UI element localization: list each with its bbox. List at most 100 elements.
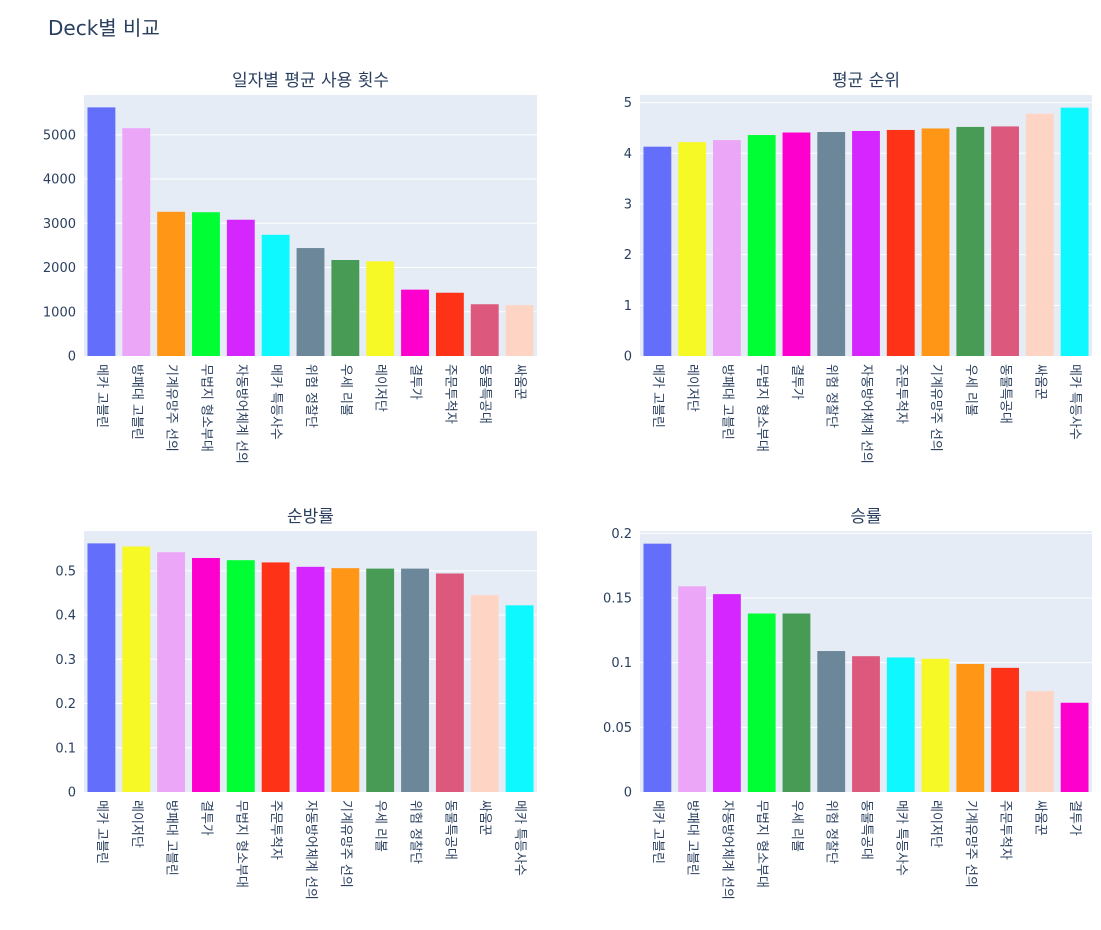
- bar-위험-정찰단: [817, 651, 846, 792]
- x-tick-label: 자동방어체계 선의: [233, 364, 248, 464]
- y-tick-label: 4: [624, 147, 632, 162]
- y-tick-label: 5000: [43, 128, 76, 143]
- x-tick-label: 싸움꾼: [512, 364, 527, 400]
- bar-메카-고블린: [87, 543, 116, 792]
- y-tick-label: 0.3: [55, 653, 76, 668]
- x-tick-label: 무법지 형소부대: [754, 364, 769, 452]
- x-tick-label: 싸움꾼: [1032, 800, 1047, 836]
- y-tick-label: 0.15: [603, 591, 632, 606]
- bar-메카-고블린: [87, 107, 116, 356]
- y-tick-label: 0: [68, 786, 76, 801]
- bar-방패대-고블린: [122, 128, 151, 356]
- bar-우세-리볼: [782, 613, 811, 792]
- x-tick-label: 기계유망주 선의: [963, 800, 978, 888]
- bar-레이저단: [366, 261, 395, 356]
- subplot-title: 순방률: [287, 507, 334, 527]
- x-tick-label: 동물특공대: [859, 800, 874, 860]
- bar-메카-특등사수: [886, 657, 915, 792]
- y-tick-label: 0.2: [55, 697, 76, 712]
- y-tick-label: 2000: [43, 261, 76, 276]
- x-tick-label: 레이저단: [685, 364, 700, 412]
- subplot-title: 평균 순위: [832, 71, 900, 91]
- bar-메카-특등사수: [1060, 107, 1089, 356]
- bar-우세-리볼: [366, 568, 395, 792]
- bar-레이저단: [921, 658, 950, 792]
- x-tick-label: 방패대 고블린: [129, 364, 144, 440]
- x-tick-label: 주문투척자: [998, 800, 1013, 860]
- y-tick-label: 0.1: [611, 656, 632, 671]
- x-tick-label: 방패대 고블린: [719, 364, 734, 440]
- x-tick-label: 위험 정찰단: [824, 800, 839, 864]
- y-tick-label: 4000: [43, 173, 76, 188]
- bar-자동방어체계-선의: [852, 130, 880, 356]
- x-tick-label: 위험 정찰단: [824, 364, 839, 428]
- x-tick-label: 메카 특등사수: [512, 800, 527, 876]
- bar-싸움꾼: [470, 595, 499, 792]
- y-tick-label: 0.1: [55, 741, 76, 756]
- x-tick-label: 결투가: [408, 364, 423, 400]
- y-tick-label: 2: [624, 248, 632, 263]
- bar-기계유망주-선의: [331, 568, 360, 792]
- y-tick-label: 0: [624, 786, 632, 801]
- x-tick-label: 기계유망주 선의: [928, 364, 943, 452]
- bar-무법지-형소부대: [747, 135, 776, 356]
- bar-위험-정찰단: [817, 131, 846, 356]
- bar-주문투척자: [261, 562, 290, 792]
- x-tick-label: 메카 고블린: [94, 800, 109, 864]
- bar-무법지-형소부대: [226, 560, 255, 792]
- x-tick-label: 우세 리볼: [338, 364, 353, 416]
- x-tick-label: 메카 고블린: [650, 364, 665, 428]
- bar-싸움꾼: [1025, 691, 1054, 792]
- bar-동물특공대: [470, 304, 499, 356]
- bar-자동방어체계-선의: [296, 566, 325, 792]
- bar-위험-정찰단: [401, 568, 429, 792]
- bar-방패대-고블린: [157, 552, 186, 792]
- bar-기계유망주-선의: [157, 211, 186, 356]
- bar-싸움꾼: [505, 305, 534, 356]
- x-tick-label: 위험 정찰단: [303, 364, 318, 428]
- x-tick-label: 우세 리볼: [789, 800, 804, 852]
- y-tick-label: 0.2: [611, 527, 632, 542]
- subplot-4: 0 0.05 0.1 0.15 0.2 메카 고블린 방패대 고블린 자동방어체계 선의 무법지…: [603, 507, 1092, 900]
- x-tick-label: 기계유망주 선의: [164, 364, 179, 452]
- bar-레이저단: [678, 142, 707, 356]
- bar-메카-특등사수: [261, 234, 290, 356]
- x-tick-label: 메카 특등사수: [1067, 364, 1082, 440]
- bar-자동방어체계-선의: [226, 219, 255, 356]
- x-tick-label: 결투가: [789, 364, 804, 400]
- subplot-2: 0 1 2 3 4 5 메카 고블린 레이저단 방패대 고블린 무법지 형소부대 결투가 위험 정찰단…: [624, 71, 1092, 464]
- x-tick-label: 무법지 형소부대: [198, 364, 213, 452]
- x-tick-label: 방패대 고블린: [164, 800, 179, 876]
- x-tick-label: 자동방어체계 선의: [719, 800, 734, 900]
- x-tick-label: 동물특공대: [477, 364, 492, 424]
- bar-우세-리볼: [956, 126, 985, 356]
- x-tick-label: 주문투척자: [442, 364, 457, 424]
- bar-메카-고블린: [643, 146, 672, 356]
- x-tick-label: 레이저단: [129, 800, 144, 848]
- bar-결투가: [192, 557, 220, 792]
- bar-결투가: [1060, 702, 1089, 792]
- x-tick-label: 메카 고블린: [94, 364, 109, 428]
- x-tick-label: 싸움꾼: [477, 800, 492, 836]
- bar-우세-리볼: [331, 260, 360, 356]
- y-tick-label: 0.5: [55, 564, 76, 579]
- bar-기계유망주-선의: [921, 128, 950, 356]
- bar-주문투척자: [991, 667, 1019, 792]
- x-tick-label: 메카 특등사수: [268, 364, 283, 440]
- y-tick-label: 0: [624, 350, 632, 365]
- x-tick-label: 우세 리볼: [963, 364, 978, 416]
- bar-결투가: [401, 289, 429, 356]
- bar-메카-특등사수: [505, 605, 534, 792]
- x-tick-label: 자동방어체계 선의: [303, 800, 318, 900]
- bar-방패대-고블린: [713, 140, 741, 356]
- x-tick-label: 싸움꾼: [1032, 364, 1047, 400]
- y-tick-label: 1: [624, 299, 632, 314]
- y-tick-label: 0: [68, 350, 76, 365]
- x-tick-label: 레이저단: [928, 800, 943, 848]
- y-tick-label: 3: [624, 197, 632, 212]
- y-tick-label: 5: [624, 96, 632, 111]
- y-tick-label: 3000: [43, 217, 76, 232]
- x-tick-label: 레이저단: [373, 364, 388, 412]
- x-tick-label: 주문투척자: [893, 364, 908, 424]
